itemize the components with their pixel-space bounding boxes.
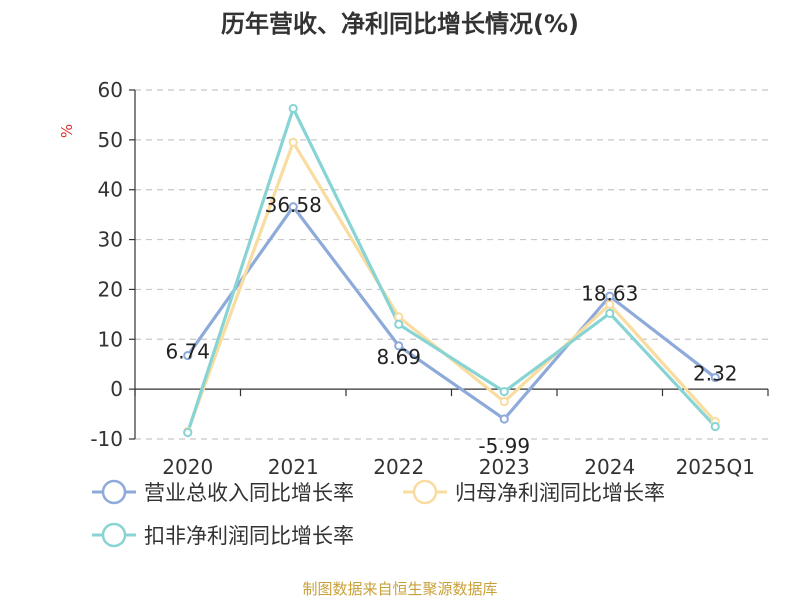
y-tick-label: 60 — [98, 78, 123, 102]
x-tick-label: 2023 — [479, 455, 530, 479]
grid-lines — [135, 89, 768, 440]
series-line — [186, 106, 717, 434]
x-tick-label: 2024 — [584, 455, 635, 479]
legend-marker — [101, 479, 127, 505]
data-label: 2.32 — [693, 362, 738, 386]
data-label: 18.63 — [581, 281, 638, 305]
data-point — [288, 202, 298, 212]
data-label: 6.74 — [165, 340, 210, 364]
data-point — [394, 319, 404, 329]
y-tick-label: -10 — [90, 427, 123, 451]
chart-title: 历年营收、净利同比增长情况(%) — [221, 10, 579, 38]
data-point — [710, 421, 720, 432]
series-line — [186, 205, 717, 421]
y-tick-label: 20 — [98, 277, 123, 301]
y-axis-label: % — [58, 124, 76, 138]
x-tick-label: 2021 — [268, 455, 319, 479]
x-tick-label: 2025Q1 — [676, 455, 755, 479]
data-point — [394, 341, 404, 351]
data-label: 36.58 — [265, 193, 322, 217]
data-point — [394, 312, 404, 322]
x-tick-label: 2020 — [162, 455, 213, 479]
x-tick-label: 2022 — [373, 455, 424, 479]
legend-label: 归母净利润同比增长率 — [455, 481, 665, 505]
data-point — [183, 427, 193, 438]
data-point — [499, 414, 509, 424]
y-tick-label: 50 — [98, 128, 123, 152]
data-point — [288, 137, 298, 147]
y-tick-label: 40 — [98, 178, 123, 202]
legend-label: 扣非净利润同比增长率 — [144, 524, 354, 548]
data-point — [499, 387, 509, 397]
data-point — [710, 372, 720, 383]
y-tick-label: 30 — [98, 228, 123, 252]
y-tick-label: 10 — [98, 327, 123, 351]
legend-marker — [412, 479, 438, 505]
data-label: 8.69 — [376, 345, 421, 369]
axes: 60 50 40 30 20 10 0 -10 2020 2021 2022 2023 2024 2025… — [90, 78, 769, 479]
data-label: -5.99 — [478, 434, 530, 458]
series-lines — [186, 106, 717, 434]
data-point — [183, 350, 193, 361]
data-labels: 6.74 36.58 8.69 -5.99 18.63 2.32 — [165, 193, 737, 458]
data-point — [605, 299, 615, 309]
source-note: 制图数据来自恒生聚源数据库 — [302, 580, 498, 598]
series-points — [183, 103, 720, 438]
data-point — [605, 308, 615, 318]
legend-marker — [101, 522, 127, 548]
data-point — [288, 103, 298, 114]
data-point — [499, 397, 509, 407]
y-tick-label: 0 — [110, 377, 123, 401]
legend-label: 营业总收入同比增长率 — [144, 481, 354, 505]
